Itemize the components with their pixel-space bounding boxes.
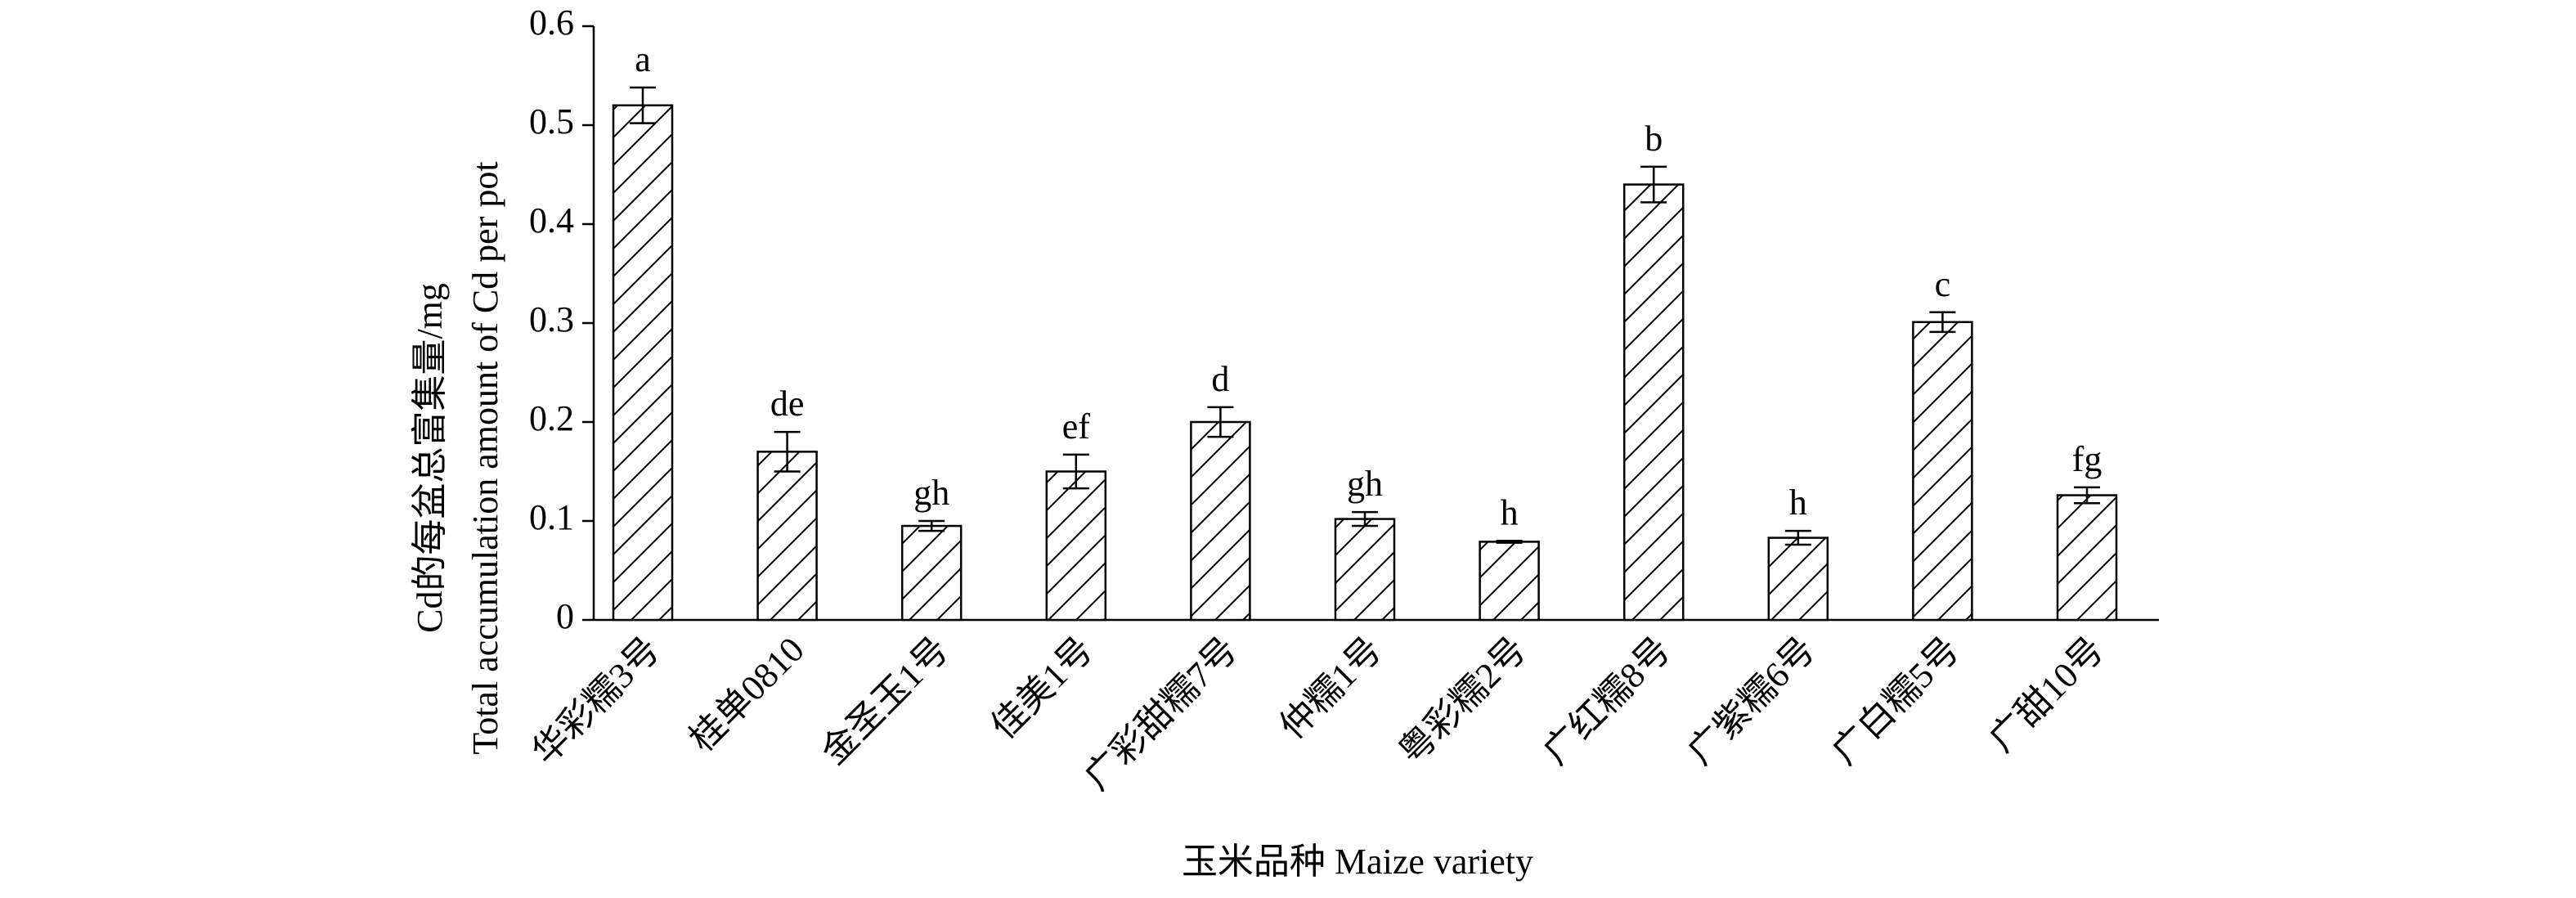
x-tick-label: 广甜10号 xyxy=(1981,630,2112,760)
x-tick-label: 仲糯1号 xyxy=(1272,630,1390,748)
y-tick-label: 0.3 xyxy=(529,299,574,339)
bar xyxy=(1622,183,1685,622)
x-tick-label: 粤彩糯2号 xyxy=(1391,630,1534,773)
y-tick-label: 0.4 xyxy=(529,200,574,240)
significance-letter: c xyxy=(1935,264,1951,304)
bar xyxy=(1912,321,1973,622)
error-bar xyxy=(1784,529,1811,546)
error-bar xyxy=(1929,311,1956,334)
x-tick-label: 佳美1号 xyxy=(983,630,1101,748)
x-tick-label: 桂单0810 xyxy=(682,630,812,760)
y-tick-label: 0 xyxy=(556,596,574,636)
y-tick-label: 0.6 xyxy=(529,2,574,43)
significance-letter: d xyxy=(1211,359,1229,399)
error-bar xyxy=(630,86,656,124)
bar xyxy=(2056,494,2118,622)
x-tick-label: 广彩甜糯7号 xyxy=(1077,630,1245,798)
significance-letter: gh xyxy=(913,473,949,513)
x-tick-label: 华彩糯3号 xyxy=(525,630,668,773)
bar xyxy=(756,451,818,622)
bar xyxy=(1045,470,1107,622)
significance-letter: gh xyxy=(1347,464,1383,504)
significance-letter: fg xyxy=(2072,439,2103,479)
error-bar xyxy=(918,519,945,532)
bar xyxy=(1479,541,1540,622)
x-tick-label: 广紫糯6号 xyxy=(1680,630,1823,773)
error-bar xyxy=(1062,453,1089,490)
error-bar xyxy=(2074,486,2100,505)
y-tick-label: 0.5 xyxy=(529,101,574,141)
y-axis-label: Cd的每盆总富集量/mg xyxy=(410,283,450,633)
error-bar xyxy=(1352,510,1378,528)
error-bar xyxy=(1640,165,1667,204)
bar xyxy=(1767,537,1829,622)
bar xyxy=(900,524,963,622)
bar xyxy=(1334,518,1396,622)
y-tick-label: 0.1 xyxy=(529,497,574,537)
significance-letter: a xyxy=(635,39,651,79)
significance-letter: h xyxy=(1501,492,1519,532)
significance-letter: de xyxy=(770,384,805,424)
x-axis-label: 玉米品种 Maize variety xyxy=(1182,842,1533,882)
significance-letter: ef xyxy=(1062,406,1091,447)
bar xyxy=(612,104,674,622)
significance-letter: h xyxy=(1789,483,1807,523)
error-bar xyxy=(774,430,801,473)
bar xyxy=(1190,420,1251,622)
x-tick-label: 金圣玉1号 xyxy=(814,630,957,773)
significance-letter: b xyxy=(1645,119,1663,159)
x-tick-label: 广红糯8号 xyxy=(1536,630,1679,773)
y-tick-label: 0.2 xyxy=(529,398,574,438)
x-tick-label: 广白糯5号 xyxy=(1824,630,1968,773)
error-bar xyxy=(1496,539,1523,544)
error-bar xyxy=(1207,406,1234,438)
y-axis-label: Total accumulation amount of Cd per pot xyxy=(465,161,505,754)
